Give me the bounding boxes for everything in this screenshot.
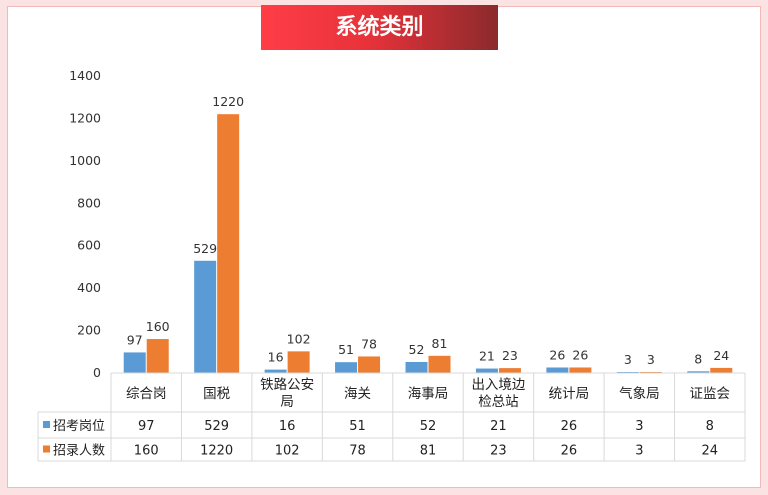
data-label: 26 bbox=[549, 347, 565, 362]
table-value: 81 bbox=[420, 444, 437, 459]
category-label: 国税 bbox=[203, 386, 230, 402]
legend-swatch bbox=[43, 445, 50, 453]
y-tick-label: 1200 bbox=[69, 110, 101, 125]
bar bbox=[428, 355, 451, 373]
table-value: 21 bbox=[490, 419, 507, 434]
table-value: 97 bbox=[138, 419, 155, 434]
bar bbox=[498, 368, 521, 373]
table-value: 160 bbox=[134, 444, 159, 459]
table-value: 8 bbox=[706, 419, 714, 434]
data-label: 8 bbox=[694, 351, 702, 366]
table-value: 529 bbox=[204, 419, 229, 434]
category-label: 海事局 bbox=[408, 386, 449, 402]
category-label: 铁路公安局 bbox=[260, 377, 314, 410]
bar bbox=[264, 369, 287, 373]
bar bbox=[569, 367, 592, 373]
bar bbox=[687, 371, 710, 373]
table-value: 52 bbox=[420, 419, 437, 434]
y-tick-label: 1400 bbox=[69, 68, 101, 83]
category-label: 海关 bbox=[344, 386, 371, 402]
data-label: 26 bbox=[572, 347, 588, 362]
data-label: 3 bbox=[624, 352, 632, 367]
table-value: 51 bbox=[349, 419, 366, 434]
data-label: 1220 bbox=[212, 94, 244, 109]
y-tick-label: 1000 bbox=[69, 153, 101, 168]
category-label: 证监会 bbox=[690, 386, 731, 402]
title-banner bbox=[261, 5, 498, 50]
y-tick-label: 0 bbox=[93, 365, 101, 380]
category-label: 气象局 bbox=[619, 386, 660, 402]
y-tick-label: 400 bbox=[77, 280, 101, 295]
data-label: 78 bbox=[361, 336, 377, 351]
data-label: 97 bbox=[127, 332, 143, 347]
table-value: 23 bbox=[490, 444, 507, 459]
bar bbox=[546, 367, 569, 373]
data-label: 51 bbox=[338, 342, 354, 357]
table-value: 102 bbox=[275, 444, 300, 459]
table-value: 1220 bbox=[200, 444, 233, 459]
table-value: 24 bbox=[702, 444, 719, 459]
bar bbox=[146, 339, 169, 373]
bar bbox=[358, 356, 381, 373]
bar bbox=[123, 352, 146, 373]
bar bbox=[217, 114, 240, 373]
chart-title: 系统类别 bbox=[335, 15, 424, 40]
legend-label: 招考岗位 bbox=[53, 419, 105, 434]
table-value: 3 bbox=[635, 444, 643, 459]
bar bbox=[405, 361, 428, 373]
table-value: 16 bbox=[279, 419, 296, 434]
y-tick-label: 200 bbox=[77, 323, 101, 338]
data-label: 102 bbox=[287, 331, 311, 346]
data-label: 16 bbox=[268, 350, 284, 365]
data-label: 21 bbox=[479, 349, 495, 364]
y-tick-label: 600 bbox=[77, 238, 101, 253]
data-label: 3 bbox=[647, 352, 655, 367]
data-label: 23 bbox=[502, 348, 518, 363]
bar bbox=[710, 367, 733, 373]
bar bbox=[335, 362, 358, 373]
bar bbox=[194, 260, 217, 373]
category-label: 综合岗 bbox=[126, 386, 167, 402]
table-value: 3 bbox=[635, 419, 643, 434]
bar bbox=[287, 351, 310, 373]
chart-frame bbox=[7, 6, 761, 488]
bar bbox=[475, 368, 498, 373]
category-label: 统计局 bbox=[549, 386, 590, 402]
data-label: 52 bbox=[409, 342, 425, 357]
table-value: 26 bbox=[561, 419, 578, 434]
data-label: 24 bbox=[713, 348, 729, 363]
data-label: 529 bbox=[193, 241, 217, 256]
table-value: 78 bbox=[349, 444, 366, 459]
legend-swatch bbox=[43, 421, 50, 428]
y-tick-label: 800 bbox=[77, 195, 101, 210]
legend-label: 招录人数 bbox=[53, 444, 105, 459]
category-label: 出入境边检总站 bbox=[471, 377, 525, 410]
table-value: 26 bbox=[561, 444, 578, 459]
data-label: 160 bbox=[146, 319, 170, 334]
data-label: 81 bbox=[432, 336, 448, 351]
